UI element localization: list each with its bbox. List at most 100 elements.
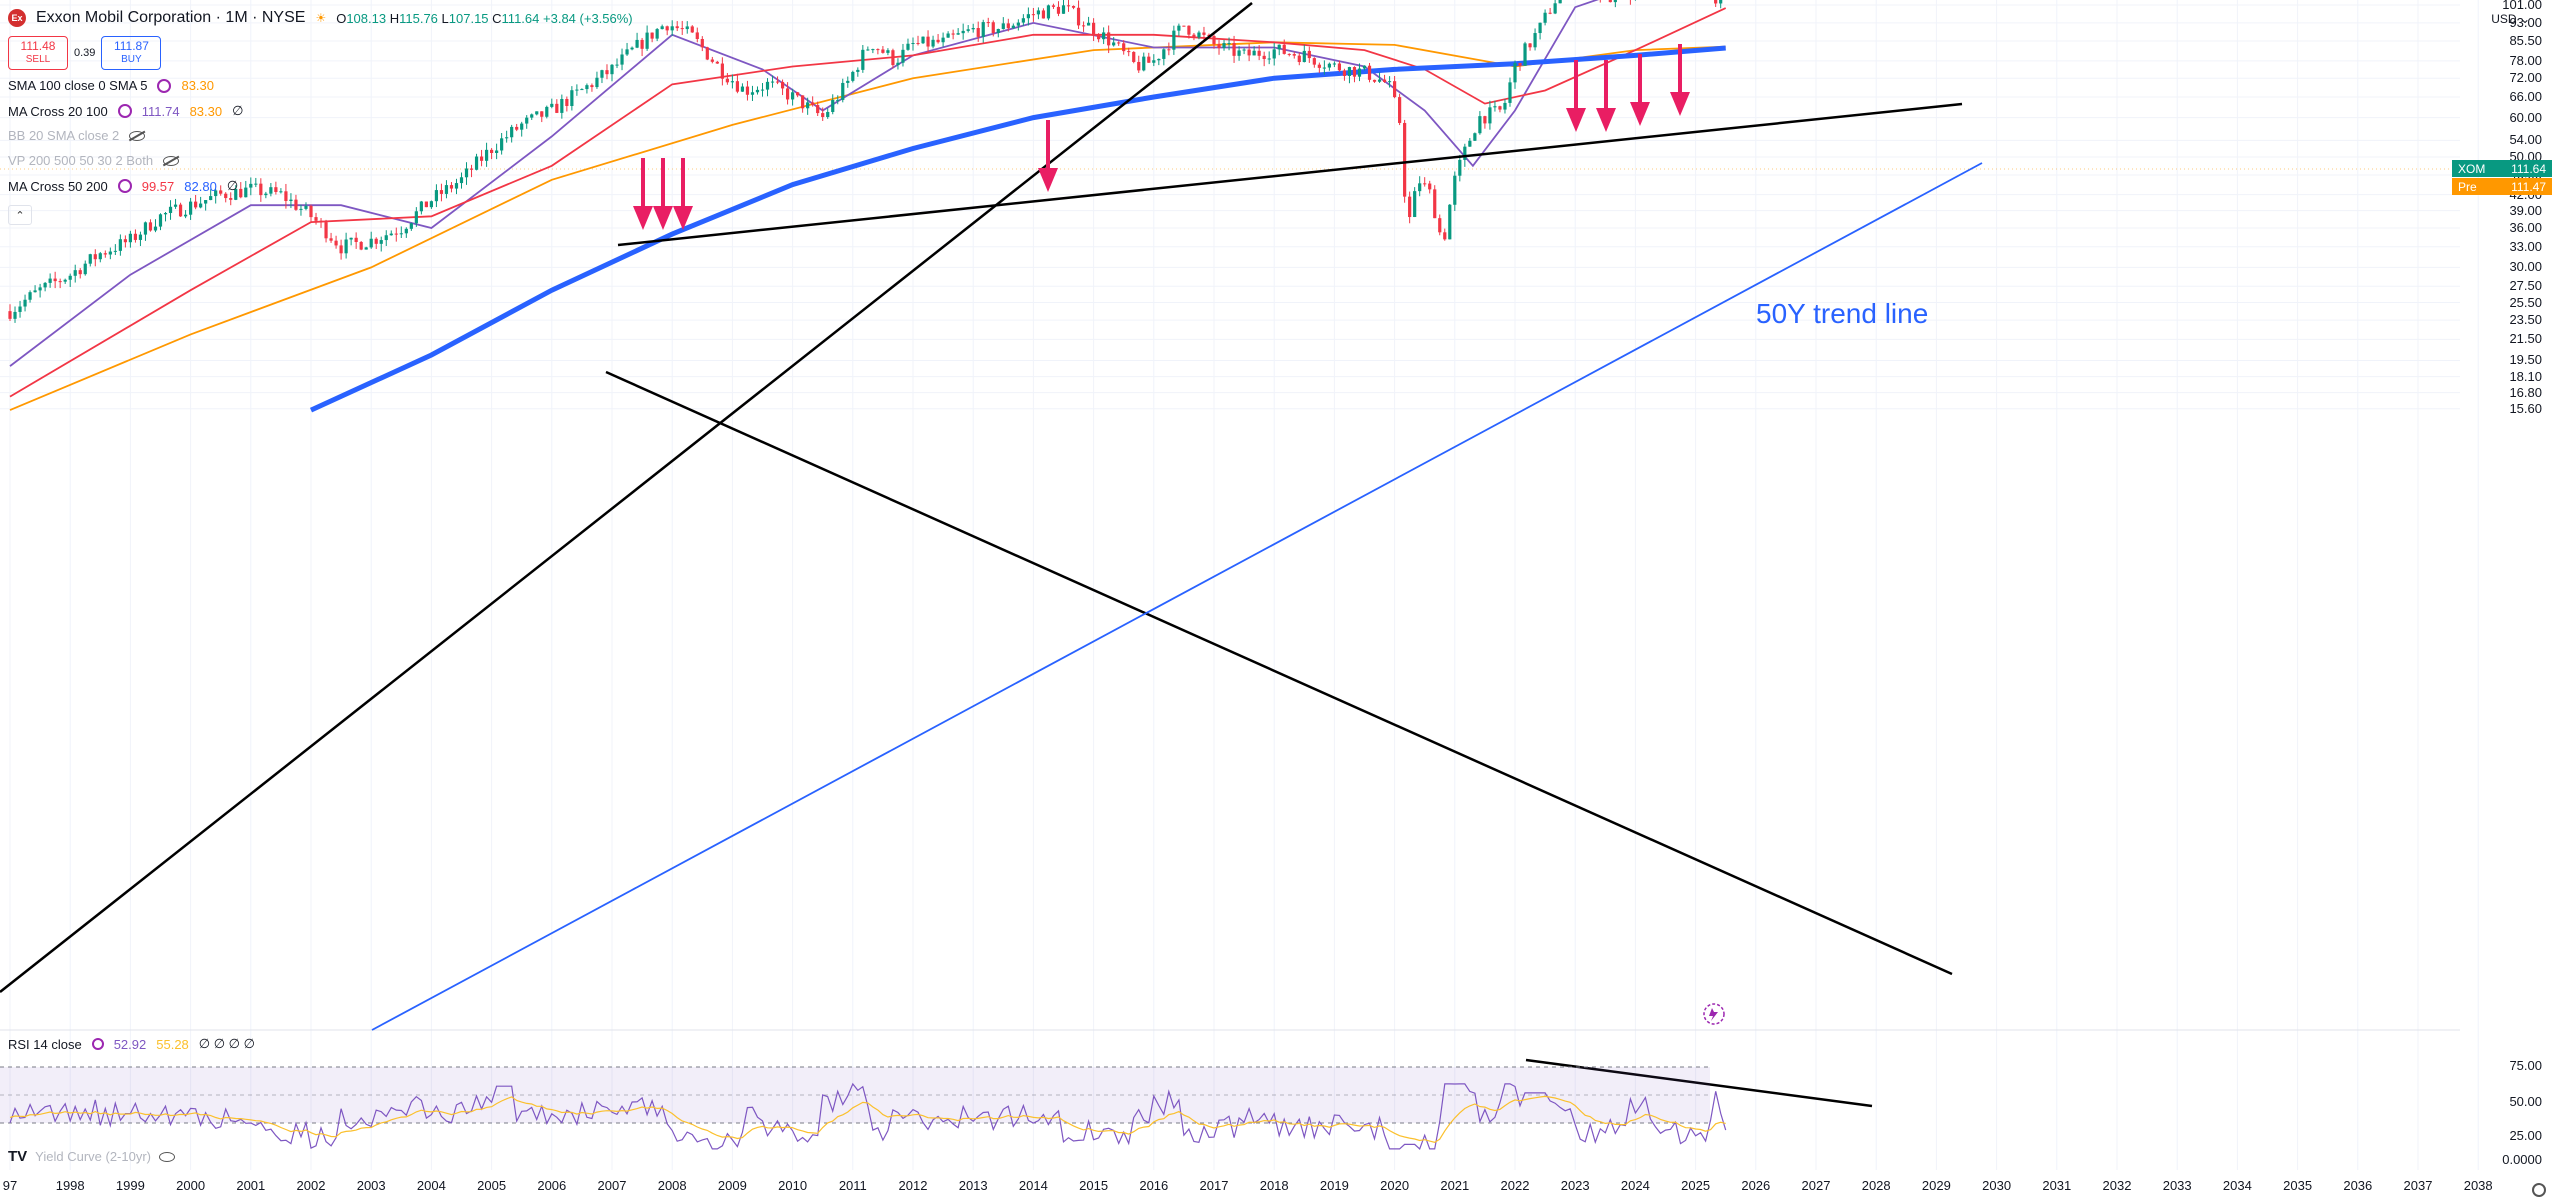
indicator-value: 82.80 — [184, 178, 217, 194]
candle-body — [1398, 97, 1402, 123]
candle-body — [314, 217, 318, 221]
candle-body — [1332, 63, 1336, 65]
candle-body — [1006, 23, 1010, 29]
candle-body — [976, 28, 980, 37]
candle-body — [1558, 0, 1562, 4]
candle-body — [690, 26, 694, 33]
chart-settings-icon[interactable] — [2532, 1183, 2546, 1197]
candle-body — [194, 201, 198, 208]
candle-body — [28, 292, 32, 300]
currency-selector[interactable]: USD ⌄ — [2491, 12, 2530, 26]
symbol-header[interactable]: Ex Exxon Mobil Corporation · 1M · NYSE ☀… — [8, 9, 633, 27]
hidden-eye-icon[interactable] — [159, 1151, 176, 1162]
candle-body — [966, 29, 970, 31]
indicator-legend[interactable]: SMA 100 close 0 SMA 5 83.30 — [8, 78, 214, 93]
candle-body — [204, 200, 208, 204]
candle-body — [484, 149, 489, 161]
settings-icon[interactable] — [91, 1038, 104, 1050]
candle-body — [505, 137, 509, 139]
candle-body — [1518, 63, 1522, 66]
candle-body — [1463, 146, 1467, 160]
market-status-icon: ☀ — [315, 11, 327, 25]
candle-body — [224, 193, 228, 199]
price-tick-label: 30.00 — [2509, 259, 2542, 275]
candle-body — [459, 177, 464, 184]
candle-body — [454, 183, 459, 189]
candle-body — [1307, 50, 1311, 59]
candle-body — [1322, 67, 1326, 69]
candle-body — [479, 156, 484, 161]
time-tick-label: 2001 — [236, 1178, 266, 1193]
candle-body — [635, 39, 639, 48]
candle-body — [1443, 232, 1447, 240]
candle-body — [259, 183, 263, 196]
candle-body — [209, 196, 213, 201]
collapse-legend-button[interactable]: ⌃ — [8, 205, 32, 225]
indicator-legend[interactable]: MA Cross 20 100 111.74 83.30 ∅ — [8, 103, 243, 119]
candle-body — [801, 95, 805, 109]
candle-body — [1071, 5, 1076, 8]
candle-body — [183, 214, 188, 217]
replay-icon[interactable] — [1703, 1003, 1725, 1025]
candle-body — [931, 39, 935, 47]
falling-trendline[interactable] — [605, 370, 1953, 976]
candle-body — [745, 86, 750, 95]
candle-body — [1362, 65, 1367, 69]
time-tick-label: 2008 — [657, 1178, 687, 1193]
candle-body — [168, 206, 173, 214]
candle-body — [921, 36, 925, 44]
candle-body — [269, 187, 273, 194]
indicator-legend[interactable]: VP 200 500 50 30 2 Both — [8, 153, 180, 168]
resistance-trendline[interactable] — [617, 102, 1963, 247]
candle-body — [239, 188, 243, 198]
hidden-eye-icon[interactable] — [129, 130, 146, 141]
candle-body — [319, 220, 323, 223]
time-tick-label: 2019 — [1319, 1178, 1349, 1193]
candle-body — [1292, 54, 1296, 56]
candle-body — [946, 33, 950, 38]
symbol-title[interactable]: Exxon Mobil Corporation · 1M · NYSE — [36, 9, 306, 26]
candle-body — [1056, 6, 1061, 14]
settings-icon[interactable] — [157, 78, 172, 93]
candle-body — [1613, 0, 1617, 3]
candle-body — [1262, 55, 1266, 60]
candle-body — [399, 233, 403, 235]
candle-body — [339, 245, 343, 254]
settings-icon[interactable] — [117, 179, 132, 193]
sell-button[interactable]: 111.48 SELL — [8, 36, 68, 70]
rsi-divergence-line[interactable] — [1525, 1058, 1873, 1108]
down-arrow-icon — [633, 158, 653, 230]
drawing-tools[interactable] — [0, 2, 1983, 1108]
candle-body — [525, 117, 529, 124]
candle-body — [991, 22, 995, 33]
candle-body — [153, 226, 158, 231]
buy-button[interactable]: 111.87 BUY — [101, 36, 162, 70]
settings-icon[interactable] — [117, 104, 132, 118]
hidden-eye-icon[interactable] — [163, 155, 180, 166]
candle-body — [605, 70, 609, 75]
rsi-pane — [0, 1066, 1727, 1150]
candle-body — [971, 28, 975, 30]
time-tick-label: 2026 — [1741, 1178, 1771, 1193]
candle-body — [881, 49, 885, 53]
candle-body — [349, 237, 353, 240]
price-tick-label: 54.00 — [2509, 132, 2542, 148]
candle-body — [625, 49, 629, 55]
candle-body — [1061, 5, 1066, 14]
rsi-ma-line — [9, 1095, 1726, 1143]
price-tick-label: 93.00 — [2509, 14, 2542, 30]
indicator-legend[interactable]: BB 20 SMA close 2 — [8, 128, 146, 143]
fifty-year-trendline[interactable] — [371, 162, 1983, 1031]
candle-body — [108, 251, 112, 255]
indicator-legend[interactable]: MA Cross 50 200 99.57 82.80 ∅ — [8, 178, 238, 194]
candle-body — [83, 263, 87, 275]
price-tick-label: 25.50 — [2509, 294, 2542, 310]
candle-body — [936, 39, 940, 43]
candle-body — [1543, 12, 1547, 23]
candle-body — [620, 54, 624, 65]
time-tick-label: 2017 — [1199, 1178, 1229, 1193]
rising-channel-line[interactable] — [0, 2, 1253, 993]
candle-body — [1493, 106, 1497, 108]
price-tick-label: 72.00 — [2509, 70, 2542, 86]
